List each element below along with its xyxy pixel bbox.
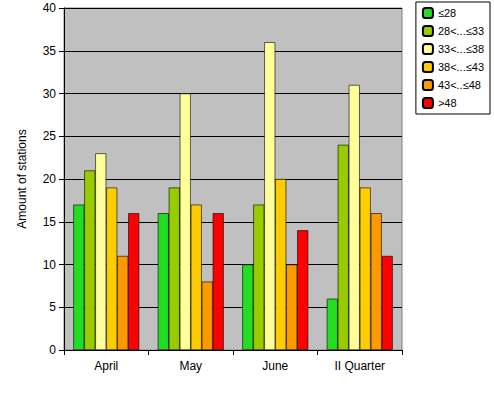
svg-text:Amount of stations: Amount of stations xyxy=(15,129,29,228)
svg-text:5: 5 xyxy=(49,300,56,314)
svg-text:40: 40 xyxy=(43,1,57,15)
svg-text:II Quarter: II Quarter xyxy=(334,359,385,373)
svg-text:10: 10 xyxy=(43,258,57,272)
svg-text:33<...≤38: 33<...≤38 xyxy=(438,43,484,55)
svg-text:25: 25 xyxy=(43,129,57,143)
svg-text:35: 35 xyxy=(43,44,57,58)
svg-text:38<...≤43: 38<...≤43 xyxy=(438,61,484,73)
svg-text:≤28: ≤28 xyxy=(438,7,456,19)
svg-text:20: 20 xyxy=(43,172,57,186)
svg-text:43<..≤48: 43<..≤48 xyxy=(438,79,481,91)
svg-text:15: 15 xyxy=(43,215,57,229)
svg-text:30: 30 xyxy=(43,87,57,101)
svg-text:April: April xyxy=(94,359,118,373)
svg-text:>48: >48 xyxy=(438,97,457,109)
svg-text:June: June xyxy=(262,359,288,373)
svg-text:May: May xyxy=(179,359,202,373)
svg-text:28<...≤33: 28<...≤33 xyxy=(438,25,484,37)
svg-text:0: 0 xyxy=(49,343,56,357)
